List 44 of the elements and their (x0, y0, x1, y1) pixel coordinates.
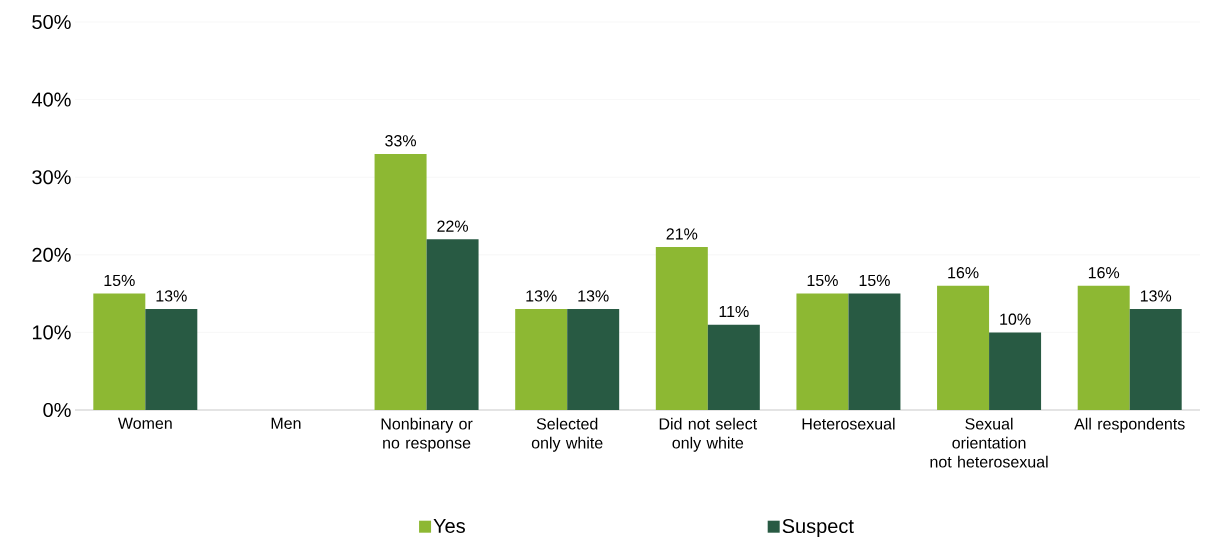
data-label: 13% (156, 290, 187, 302)
bar (796, 293, 849, 410)
data-label: 15% (859, 274, 890, 287)
data-label: 15% (104, 274, 135, 287)
y-tick-label: 30% (32, 170, 71, 185)
y-tick-label: 20% (32, 247, 71, 262)
bar (989, 332, 1042, 410)
bar (426, 239, 479, 410)
bar (93, 293, 146, 410)
legend-label: Yes (433, 519, 465, 534)
x-tick-label: All respondents (1074, 417, 1185, 433)
data-label: 22% (437, 220, 469, 232)
y-tick-label: 0% (43, 402, 71, 418)
bar (655, 247, 708, 410)
data-label: 21% (666, 228, 698, 240)
data-label: 33% (385, 135, 417, 147)
x-tick-label: Men (271, 417, 301, 429)
x-tick-label: Sexual orientation not heterosexual (930, 417, 1048, 468)
bar (937, 285, 990, 410)
bar (707, 324, 760, 410)
data-label: 16% (1088, 266, 1120, 279)
data-label: 13% (1140, 290, 1172, 302)
bar (515, 309, 568, 410)
data-label: 13% (526, 290, 557, 302)
data-label: 11% (719, 305, 749, 318)
y-tick-label: 40% (31, 92, 71, 107)
bar (1129, 309, 1182, 410)
bar (145, 309, 198, 410)
x-tick-label: Women (117, 417, 172, 429)
data-label: 13% (578, 290, 609, 302)
data-label: 16% (948, 266, 979, 279)
bar (567, 309, 620, 410)
y-tick-label: 50% (32, 14, 71, 30)
bar (1077, 285, 1130, 410)
x-tick-label: Selected only white (531, 417, 603, 452)
data-label: 15% (807, 274, 838, 287)
y-tick-label: 10% (32, 325, 71, 340)
legend-label: Suspect (782, 518, 854, 538)
x-tick-label: Nonbinary or no response (381, 417, 473, 452)
data-label: 10% (1000, 313, 1031, 325)
x-tick-label: Heterosexual (802, 417, 895, 430)
bar (848, 293, 901, 410)
x-tick-label: Did not select only white (659, 417, 758, 452)
bar (374, 153, 427, 410)
